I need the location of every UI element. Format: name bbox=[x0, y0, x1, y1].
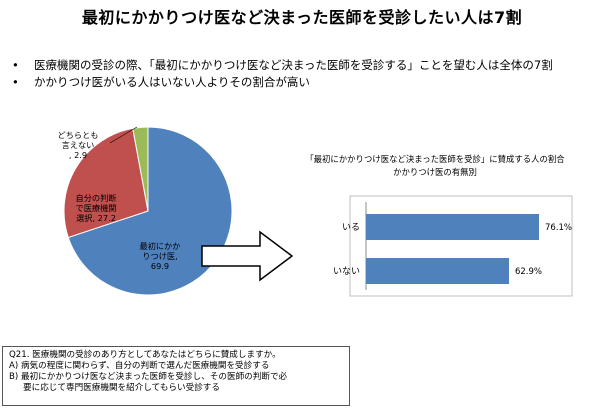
bullet-item: • かかりつけ医がいる人はいない人よりその割合が高い bbox=[12, 75, 592, 90]
pie-slice-label: 最初にかかりつけ医, 69.9 bbox=[140, 241, 181, 271]
arrow-icon bbox=[201, 230, 294, 282]
bar-category-label: いない bbox=[333, 266, 360, 277]
bar-value-label: 76.1% bbox=[545, 223, 572, 233]
bullet-text: 医療機関の受診の際、「最初にかかりつけ医など決まった医師を受診する」ことを望む人… bbox=[34, 58, 553, 72]
bar-chart-title: かかりつけ医の有無別 bbox=[393, 167, 477, 177]
page-title: 最初にかかりつけ医など決まった医師を受診したい人は7割 bbox=[81, 8, 523, 27]
bar-chart: 「最初にかかりつけ医など決まった医師を受診」に賛成する人の割合かかりつけ医の有無… bbox=[305, 154, 573, 297]
bar bbox=[366, 258, 509, 284]
question-option-a: A) 病気の程度に関わらず、自分の判断で選んだ医療機関を受診する bbox=[9, 361, 270, 371]
pie-slice bbox=[63, 127, 149, 239]
pie-slice bbox=[132, 126, 149, 212]
question-box: Q21. 医療機関の受診のあり方としてあなたはどちらに賛成しますか。 A) 病気… bbox=[2, 346, 350, 406]
bullet-list: • 医療機関の受診の際、「最初にかかりつけ医など決まった医師を受診する」ことを望… bbox=[12, 58, 592, 92]
bullet-text: かかりつけ医がいる人はいない人よりその割合が高い bbox=[34, 75, 310, 89]
bullet-dot: • bbox=[12, 58, 19, 72]
bar-value-label: 62.9% bbox=[515, 267, 542, 277]
bullet-dot: • bbox=[12, 75, 19, 89]
pie-chart: 最初にかかりつけ医, 69.9 自分の判断で医療機関選択, 27.2 どちらとも言えな… bbox=[58, 126, 233, 296]
pie-slice-label: どちらとも言えない, 2.9 bbox=[58, 130, 99, 160]
pie-label-bg bbox=[132, 239, 188, 273]
bar bbox=[366, 214, 539, 240]
pie-leader-line bbox=[109, 126, 138, 144]
question-option-b: B) 最初にかかりつけ医など決まった医師を受診し、その医師の判断で必 bbox=[9, 372, 288, 382]
bullet-item: • 医療機関の受診の際、「最初にかかりつけ医など決まった医師を受診する」ことを望… bbox=[12, 58, 592, 73]
bar-category-label: いる bbox=[342, 222, 360, 233]
question-text: Q21. 医療機関の受診のあり方としてあなたはどちらに賛成しますか。 bbox=[9, 350, 281, 360]
bar-chart-title: 「最初にかかりつけ医など決まった医師を受診」に賛成する人の割合 bbox=[305, 154, 565, 164]
pie-slice-label: 自分の判断で医療機関選択, 27.2 bbox=[76, 193, 117, 223]
question-option-b-cont: 要に応じて専門医療機関を紹介してもらい受診する bbox=[23, 383, 220, 393]
